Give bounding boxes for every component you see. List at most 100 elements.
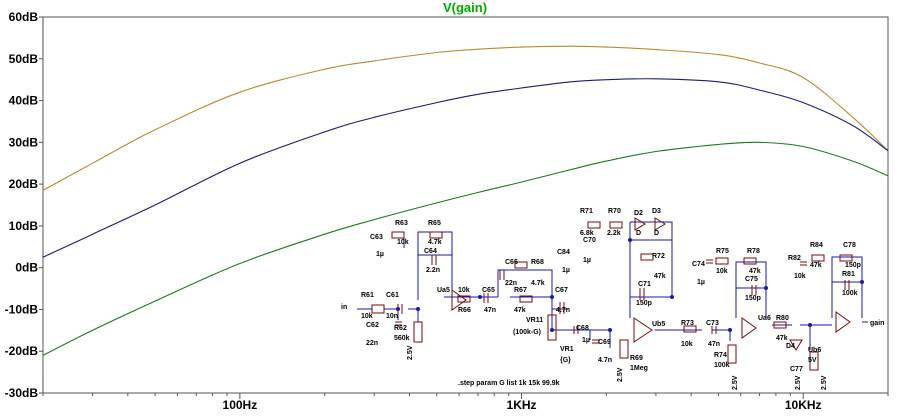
ref-c73: C73: [706, 320, 719, 327]
val-r81: 5V: [808, 357, 817, 364]
val-r78: 47k: [749, 268, 761, 275]
val-r66: 10k: [458, 287, 470, 294]
ref-r81: Ub6: [808, 347, 821, 354]
val-c73: 47n: [708, 341, 720, 348]
ref-ub5: Ub5: [652, 321, 665, 328]
trace-line-1[interactable]: [42, 45, 889, 191]
ref-c75: C75: [745, 276, 758, 283]
val-c65: 47n: [484, 307, 496, 314]
ref-ua6: Ua6: [758, 315, 771, 322]
ref-c70: C70: [583, 237, 596, 244]
val-r73: 10k: [681, 341, 693, 348]
ref-c68: C68: [576, 325, 589, 332]
ref-r65: R65: [428, 220, 441, 227]
val-c77: 10k: [794, 273, 806, 280]
ref-c77: R82: [788, 255, 801, 262]
ref-r67: R67: [514, 287, 527, 294]
val-r67: 47k: [514, 307, 526, 314]
ref-r82: R84: [810, 242, 823, 249]
val-r63: 10k: [397, 239, 409, 246]
val-r62: 560k: [394, 335, 410, 342]
val-vr11: (100k-G): [513, 329, 541, 336]
y-tick-label: 40dB: [9, 94, 39, 108]
val-c84: 1µ: [562, 267, 570, 274]
ref-d3: D3: [652, 208, 661, 215]
ref-c64: C64: [424, 248, 437, 255]
val-r65: 4.7k: [428, 239, 442, 246]
x-axis: 100Hz 1KHz 10KHz: [42, 393, 889, 412]
bias-label-1: 2.5V: [407, 345, 414, 360]
val-c74: 1µ: [697, 279, 705, 286]
ref-c62: C62: [366, 322, 379, 329]
y-tick-label: -30dB: [5, 386, 39, 400]
ref-r71: R71: [580, 208, 593, 215]
bias-label-5: 2.5V: [821, 375, 828, 390]
trace-line-2[interactable]: [42, 78, 889, 258]
ref-r69: R69: [630, 355, 643, 362]
val-c75: 150p: [745, 295, 761, 302]
x-tick-label: 1KHz: [507, 398, 537, 412]
step-param-directive: .step param G list 1k 15k 99.9k: [458, 380, 560, 387]
plot-frame: [42, 16, 889, 394]
ref-r80: R80: [776, 315, 789, 322]
ref-ua5: Ua5: [437, 287, 450, 294]
val-c66: 22n: [505, 280, 517, 287]
net-label-gain: gain: [870, 320, 884, 327]
ref-r66: R66: [458, 307, 471, 314]
y-axis: 60dB 50dB 40dB 30dB 20dB 10dB 0dB -10dB -20dB -30…: [5, 10, 43, 400]
bias-label-3: 2.5V: [732, 375, 739, 390]
y-tick-label: -10dB: [5, 302, 39, 316]
ref-c69: C69: [598, 339, 611, 346]
val-c62: 22n: [366, 340, 378, 347]
ref-d4: D4: [786, 343, 795, 350]
ref-vr1: VR1: [560, 346, 574, 353]
y-tick-label: 50dB: [9, 52, 39, 66]
val-r74: 100k: [714, 362, 730, 369]
val-c61: 10n: [386, 313, 398, 320]
ref-r84: C78: [843, 242, 856, 249]
ref-r75: R75: [716, 248, 729, 255]
ref-r61: R61: [361, 292, 374, 299]
val-r72: 47k: [654, 273, 666, 280]
val-d3: D: [654, 230, 659, 237]
ref-r72: R72: [652, 253, 665, 260]
ref-c61: C61: [386, 292, 399, 299]
val-c67: 4.7n: [556, 307, 570, 314]
val-c68: 1µ: [582, 337, 590, 344]
ref-d5: C77: [790, 366, 803, 373]
val-r69: 1Meg: [630, 365, 648, 372]
ref-d2: D2: [634, 210, 643, 217]
x-tick-label: 100Hz: [223, 398, 258, 412]
ref-r78: R78: [747, 248, 760, 255]
ref-c78: R81: [842, 271, 855, 278]
val-r84: 150p: [845, 262, 861, 269]
val-c63: 1µ: [376, 251, 384, 258]
ref-c84: C84: [557, 249, 570, 256]
val-r80: 47k: [776, 335, 788, 342]
trace-line-3[interactable]: [42, 141, 889, 356]
ref-c67: C67: [555, 287, 568, 294]
y-tick-label: 60dB: [9, 10, 39, 24]
val-r82: 47k: [810, 262, 822, 269]
ref-c63: C63: [370, 234, 383, 241]
val-c71: 150p: [636, 300, 652, 307]
y-tick-label: 30dB: [9, 135, 39, 149]
ref-c74: C74: [692, 261, 705, 268]
ref-r73: R73: [681, 320, 694, 327]
y-tick-label: 20dB: [9, 177, 39, 191]
y-tick-label: 10dB: [9, 219, 39, 233]
ref-r68: R68: [531, 259, 544, 266]
val-c70: 1µ: [583, 257, 591, 264]
val-d2: D: [636, 230, 641, 237]
x-tick-label: 10KHz: [785, 398, 822, 412]
ref-c65: C65: [482, 287, 495, 294]
ref-r70: R70: [608, 208, 621, 215]
ref-c71: C71: [638, 281, 651, 288]
val-r70: 2.2k: [607, 230, 621, 237]
ref-r63: R63: [395, 220, 408, 227]
trace-group: [42, 45, 889, 356]
net-label-in: in: [341, 304, 347, 311]
ref-r74: R74: [714, 352, 727, 359]
val-vr1: {G}: [560, 357, 571, 364]
